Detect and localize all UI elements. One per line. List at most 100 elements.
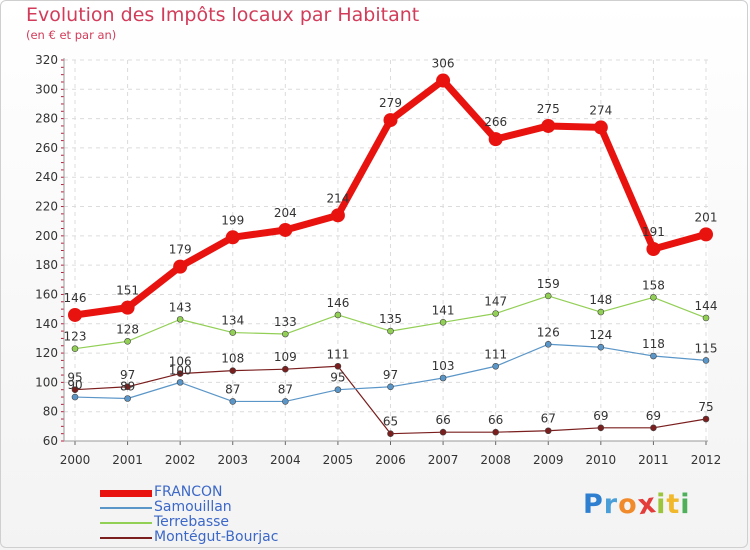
legend-label: Terrebasse xyxy=(154,514,230,530)
data-label-mont-gut-bourjac: 66 xyxy=(488,413,503,427)
data-label-francon: 275 xyxy=(537,102,560,116)
data-point-samouillan xyxy=(124,395,131,402)
data-label-mont-gut-bourjac: 67 xyxy=(541,412,556,426)
y-tick-label: 280 xyxy=(35,112,58,126)
data-point-terrebasse xyxy=(544,292,552,300)
data-point-terrebasse xyxy=(71,345,79,352)
data-label-samouillan: 100 xyxy=(169,363,192,377)
brand-letter: o xyxy=(618,489,638,520)
data-point-francon xyxy=(120,300,135,315)
data-point-samouillan xyxy=(650,352,657,360)
data-label-terrebasse: 144 xyxy=(695,299,718,313)
data-point-terrebasse xyxy=(439,319,447,326)
data-point-samouillan xyxy=(334,386,342,394)
data-point-francon xyxy=(173,259,188,274)
x-tick-label: 2000 xyxy=(60,453,91,467)
data-label-francon: 266 xyxy=(484,115,507,129)
data-label-samouillan: 87 xyxy=(278,382,293,396)
data-label-francon: 191 xyxy=(642,225,665,239)
x-tick-label: 2005 xyxy=(323,453,354,467)
legend-swatch xyxy=(100,490,152,497)
data-point-terrebasse xyxy=(334,311,342,319)
brand-letter: P xyxy=(583,489,604,520)
brand-letter: r xyxy=(603,489,619,520)
data-point-samouillan xyxy=(71,393,79,401)
data-label-mont-gut-bourjac: 111 xyxy=(326,347,349,361)
data-point-francon xyxy=(68,307,82,322)
x-tick-label: 2004 xyxy=(270,453,301,467)
data-label-francon: 201 xyxy=(695,210,718,224)
x-tick-label: 2011 xyxy=(638,453,669,467)
data-point-francon xyxy=(436,73,451,88)
x-tick-label: 2009 xyxy=(533,453,564,467)
data-label-terrebasse: 134 xyxy=(221,314,244,328)
proxiti-logo[interactable]: Proxiti xyxy=(583,488,691,521)
legend-label: Montégut-Bourjac xyxy=(154,529,279,545)
chart-subtitle: (en € et par an) xyxy=(26,28,117,42)
brand-letter: i xyxy=(656,489,667,520)
data-label-terrebasse: 135 xyxy=(379,312,402,326)
y-tick-label: 200 xyxy=(35,229,58,243)
x-tick-label: 2006 xyxy=(375,453,406,467)
legend-swatch xyxy=(100,522,152,524)
data-label-mont-gut-bourjac: 95 xyxy=(67,371,82,385)
data-label-francon: 274 xyxy=(589,103,612,117)
chart-title: Evolution des Impôts locaux par Habitant xyxy=(26,4,420,26)
data-point-francon xyxy=(225,230,240,245)
data-label-mont-gut-bourjac: 69 xyxy=(646,409,661,423)
data-label-samouillan: 118 xyxy=(642,337,665,351)
data-point-mont-gut-bourjac xyxy=(124,383,131,391)
y-tick-label: 180 xyxy=(35,258,58,272)
data-point-mont-gut-bourjac xyxy=(492,428,499,436)
data-label-francon: 179 xyxy=(169,243,192,257)
data-point-terrebasse xyxy=(229,329,237,336)
y-tick-label: 260 xyxy=(35,141,58,155)
y-tick-label: 60 xyxy=(43,434,58,448)
data-point-mont-gut-bourjac xyxy=(702,415,710,423)
data-label-mont-gut-bourjac: 97 xyxy=(120,368,135,382)
data-point-samouillan xyxy=(282,398,289,405)
legend-label: Samouillan xyxy=(154,499,232,515)
data-point-mont-gut-bourjac xyxy=(334,362,342,370)
data-point-samouillan xyxy=(229,398,237,405)
y-tick-label: 220 xyxy=(35,200,58,214)
data-label-samouillan: 87 xyxy=(225,382,240,396)
y-tick-label: 80 xyxy=(43,405,58,419)
legend-label: FRANCON xyxy=(154,484,223,500)
y-tick-label: 240 xyxy=(35,170,58,184)
brand-letter: t xyxy=(666,489,681,520)
data-point-francon xyxy=(541,118,556,133)
data-label-samouillan: 95 xyxy=(330,371,345,385)
data-point-terrebasse xyxy=(597,308,605,316)
data-label-terrebasse: 123 xyxy=(64,330,87,344)
data-point-samouillan xyxy=(387,383,394,391)
data-point-mont-gut-bourjac xyxy=(439,428,447,436)
y-tick-label: 120 xyxy=(35,346,58,360)
data-point-samouillan xyxy=(439,374,447,382)
data-point-terrebasse xyxy=(282,330,289,338)
data-point-samouillan xyxy=(544,340,552,348)
legend-swatch xyxy=(100,537,152,539)
data-label-francon: 214 xyxy=(326,191,349,205)
data-point-terrebasse xyxy=(650,294,657,301)
data-point-terrebasse xyxy=(387,327,394,335)
data-label-francon: 151 xyxy=(116,284,139,298)
data-label-mont-gut-bourjac: 106 xyxy=(169,355,192,369)
data-point-francon xyxy=(330,208,345,223)
data-point-mont-gut-bourjac xyxy=(597,424,605,432)
data-label-mont-gut-bourjac: 108 xyxy=(221,352,244,366)
x-tick-label: 2008 xyxy=(480,453,511,467)
data-label-francon: 199 xyxy=(221,213,244,227)
data-point-francon xyxy=(699,227,713,242)
data-point-terrebasse xyxy=(492,310,499,317)
data-point-mont-gut-bourjac xyxy=(176,370,184,377)
data-label-samouillan: 124 xyxy=(589,328,612,342)
data-label-terrebasse: 141 xyxy=(432,303,455,317)
data-label-samouillan: 97 xyxy=(383,368,398,382)
data-point-francon xyxy=(593,120,608,135)
data-label-samouillan: 111 xyxy=(484,347,507,361)
data-label-terrebasse: 159 xyxy=(537,277,560,291)
data-label-samouillan: 115 xyxy=(695,341,718,355)
data-label-francon: 146 xyxy=(64,291,87,305)
